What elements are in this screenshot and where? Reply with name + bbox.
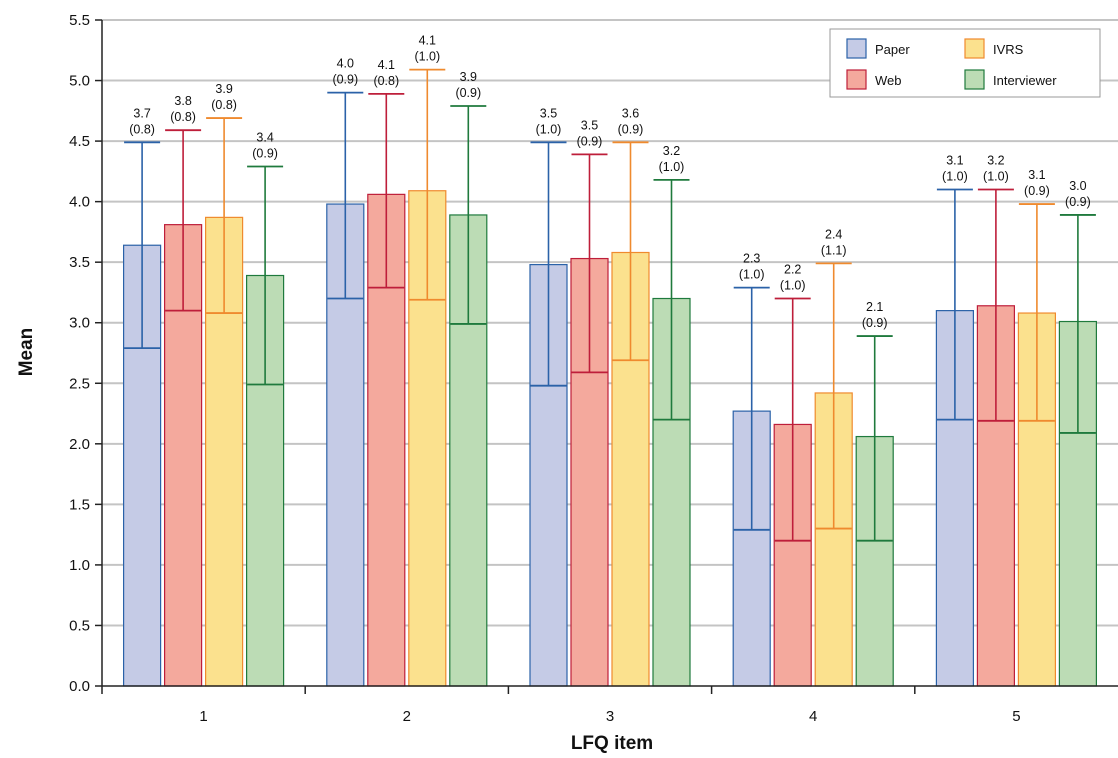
data-label: 2.2 (1.0) bbox=[780, 263, 806, 293]
legend-swatch bbox=[964, 38, 985, 59]
legend-label: Web bbox=[875, 73, 902, 88]
legend-label: Interviewer bbox=[993, 73, 1057, 88]
y-tick-label: 4.0 bbox=[69, 194, 90, 211]
legend[interactable]: Paper IVRS Web Interviewer bbox=[829, 28, 1101, 98]
data-label: 3.9 (0.8) bbox=[211, 82, 237, 112]
data-label: 3.2 (1.0) bbox=[983, 154, 1009, 184]
y-tick-label: 1.5 bbox=[69, 496, 90, 513]
legend-item[interactable]: Interviewer bbox=[964, 69, 1057, 90]
data-labels: 3.7 (0.8) 3.8 (0.8) 3.9 (0.8) 3.4 (0.9) 4.0 (0.9)… bbox=[129, 34, 1091, 330]
y-tick-label: 5.5 bbox=[69, 12, 90, 29]
y-tick-label: 3.5 bbox=[69, 254, 90, 271]
x-tick-label: 4 bbox=[809, 708, 817, 725]
x-tick-label: 2 bbox=[403, 708, 411, 725]
y-tick-label: 2.5 bbox=[69, 375, 90, 392]
x-tick-label: 1 bbox=[199, 708, 207, 725]
data-label: 2.1 (0.9) bbox=[862, 300, 888, 330]
data-label: 3.7 (0.8) bbox=[129, 106, 155, 136]
y-axis-title: Mean bbox=[16, 328, 37, 377]
legend-item[interactable]: Paper bbox=[846, 38, 910, 59]
y-tick-label: 0.5 bbox=[69, 617, 90, 634]
legend-swatch bbox=[846, 38, 867, 59]
y-tick-label: 4.5 bbox=[69, 133, 90, 150]
data-label: 3.5 (1.0) bbox=[536, 106, 562, 136]
bars bbox=[122, 190, 1098, 687]
legend-item[interactable]: Web bbox=[846, 69, 902, 90]
data-label: 2.4 (1.1) bbox=[821, 227, 847, 257]
data-label: 3.8 (0.8) bbox=[170, 94, 196, 124]
data-label: 4.1 (0.8) bbox=[373, 58, 399, 88]
legend-label: IVRS bbox=[993, 42, 1024, 57]
legend-item[interactable]: IVRS bbox=[964, 38, 1024, 59]
y-tick-label: 0.0 bbox=[69, 678, 90, 695]
data-label: 2.3 (1.0) bbox=[739, 252, 765, 282]
x-tick-label: 3 bbox=[606, 708, 614, 725]
legend-swatch bbox=[846, 69, 867, 90]
x-tick-label: 5 bbox=[1012, 708, 1020, 725]
y-tick-label: 2.0 bbox=[69, 436, 90, 453]
y-tick-label: 3.0 bbox=[69, 315, 90, 332]
legend-label: Paper bbox=[875, 42, 910, 57]
error-bars bbox=[124, 68, 1096, 542]
y-tick-label: 5.0 bbox=[69, 73, 90, 90]
data-label: 3.0 (0.9) bbox=[1065, 179, 1091, 209]
data-label: 3.4 (0.9) bbox=[252, 131, 278, 161]
data-label: 3.1 (1.0) bbox=[942, 154, 968, 184]
data-label: 4.1 (1.0) bbox=[414, 34, 440, 64]
data-label: 3.6 (0.9) bbox=[618, 106, 644, 136]
data-label: 3.2 (1.0) bbox=[659, 144, 685, 174]
data-label: 4.0 (0.9) bbox=[332, 57, 358, 87]
data-label: 3.1 (0.9) bbox=[1024, 168, 1050, 198]
y-tick-label: 1.0 bbox=[69, 557, 90, 574]
x-axis-title: LFQ item bbox=[571, 733, 653, 754]
data-label: 3.9 (0.9) bbox=[455, 70, 481, 100]
data-label: 3.5 (0.9) bbox=[577, 118, 603, 148]
axes: 0.0 0.5 1.0 1.5 2.0 2.5 3.0 3.5 4.0 4.5 5.0 5.5 1 2 3 4… bbox=[69, 12, 1118, 725]
legend-swatch bbox=[964, 69, 985, 90]
